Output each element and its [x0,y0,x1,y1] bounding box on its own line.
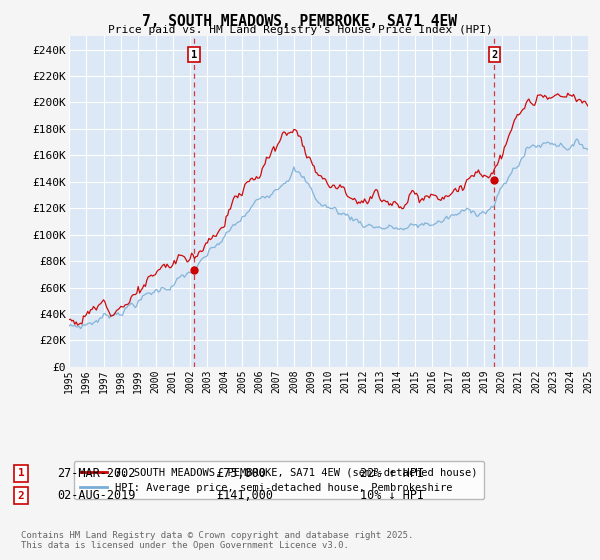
Text: Contains HM Land Registry data © Crown copyright and database right 2025.
This d: Contains HM Land Registry data © Crown c… [21,530,413,550]
Legend: 7, SOUTH MEADOWS, PEMBROKE, SA71 4EW (semi-detached house), HPI: Average price, : 7, SOUTH MEADOWS, PEMBROKE, SA71 4EW (se… [74,461,484,499]
Text: £73,000: £73,000 [216,466,266,480]
Text: 2: 2 [491,50,497,59]
Text: 02-AUG-2019: 02-AUG-2019 [57,489,136,502]
Text: 7, SOUTH MEADOWS, PEMBROKE, SA71 4EW: 7, SOUTH MEADOWS, PEMBROKE, SA71 4EW [143,14,458,29]
Text: 1: 1 [191,50,197,59]
Text: Price paid vs. HM Land Registry's House Price Index (HPI): Price paid vs. HM Land Registry's House … [107,25,493,35]
Text: £141,000: £141,000 [216,489,273,502]
Text: 2: 2 [17,491,25,501]
Text: 22% ↑ HPI: 22% ↑ HPI [360,466,424,480]
Text: 27-MAR-2002: 27-MAR-2002 [57,466,136,480]
Text: 10% ↓ HPI: 10% ↓ HPI [360,489,424,502]
Text: 1: 1 [17,468,25,478]
